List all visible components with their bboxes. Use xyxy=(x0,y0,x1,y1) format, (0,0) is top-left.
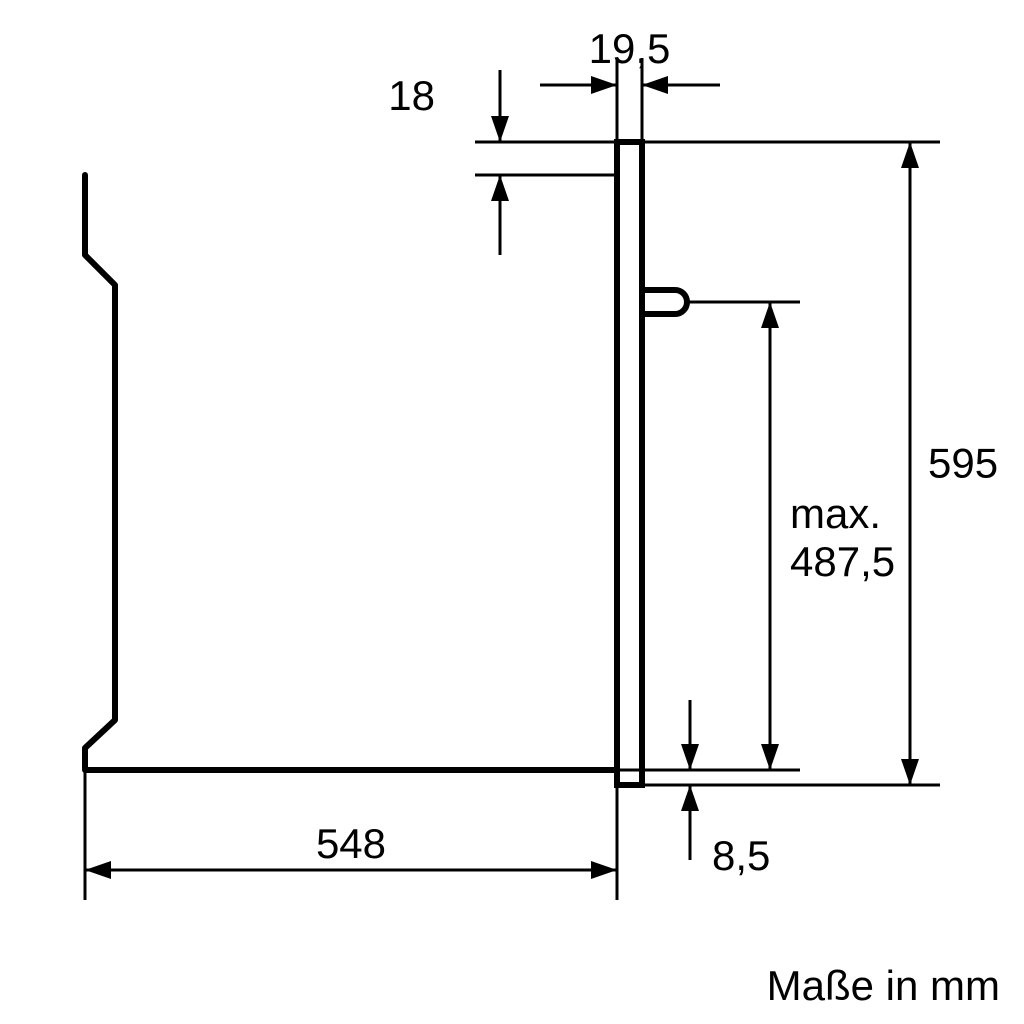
dim-595-label: 595 xyxy=(928,440,998,487)
dim-487-label-max: max. xyxy=(790,490,881,537)
dim-487-label-val: 487,5 xyxy=(790,538,895,585)
dim-8-5-label: 8,5 xyxy=(712,832,770,879)
dim-19-5-label: 19,5 xyxy=(589,25,671,72)
dim-18-label: 18 xyxy=(388,72,435,119)
dim-548-label: 548 xyxy=(316,820,386,867)
units-caption: Maße in mm xyxy=(767,962,1000,1009)
